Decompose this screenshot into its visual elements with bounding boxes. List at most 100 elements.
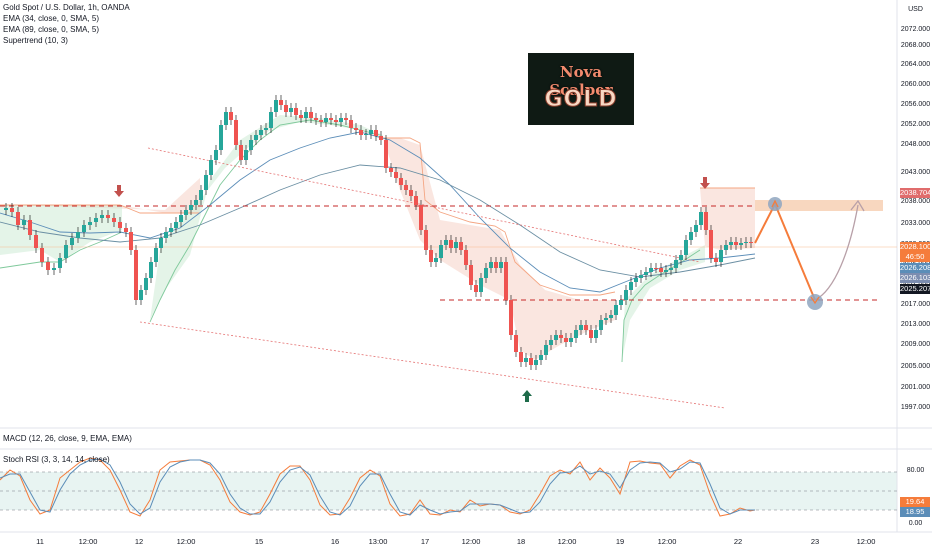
candle bbox=[329, 118, 333, 120]
candle bbox=[304, 112, 308, 118]
candle bbox=[199, 190, 203, 200]
candle bbox=[374, 130, 378, 136]
candle bbox=[118, 222, 122, 228]
time-tick-label: 23 bbox=[810, 537, 820, 546]
buy-arrow-icon bbox=[522, 390, 532, 402]
candle bbox=[559, 335, 563, 338]
candle bbox=[564, 338, 568, 342]
candle bbox=[28, 220, 32, 235]
price-badge-resistance: 2038.704 bbox=[900, 188, 932, 198]
candle bbox=[264, 128, 268, 130]
supertrend-line-down-2 bbox=[383, 137, 616, 296]
macd-title[interactable]: MACD (12, 26, close, 9, EMA, EMA) bbox=[3, 434, 132, 443]
price-tick-label: 2038.000 bbox=[900, 198, 931, 205]
time-tick-label: 15 bbox=[254, 537, 264, 546]
time-tick-label: 12 bbox=[134, 537, 144, 546]
candle bbox=[229, 112, 233, 120]
price-badge-ema34: 2026.208 bbox=[900, 263, 932, 273]
candle bbox=[579, 325, 583, 330]
time-tick-label: 18 bbox=[516, 537, 526, 546]
candle bbox=[189, 205, 193, 210]
stoch-rsi-title[interactable]: Stoch RSI (3, 3, 14, 14, close) bbox=[3, 455, 110, 464]
candle bbox=[389, 168, 393, 172]
price-tick-label: 2060.000 bbox=[900, 81, 931, 88]
candle bbox=[469, 265, 473, 285]
candle bbox=[654, 268, 658, 269]
candle bbox=[4, 208, 8, 210]
candle bbox=[164, 232, 168, 238]
candle bbox=[574, 330, 578, 338]
time-tick-label: 12:00 bbox=[461, 537, 481, 546]
candle bbox=[704, 212, 708, 230]
ema-89-legend[interactable]: EMA (89, close, 0, SMA, 5) bbox=[3, 25, 100, 34]
candle bbox=[504, 262, 508, 300]
symbol-title[interactable]: Gold Spot / U.S. Dollar, 1h, OANDA bbox=[3, 3, 130, 12]
candle bbox=[584, 325, 588, 330]
candle bbox=[354, 128, 358, 130]
candle bbox=[719, 250, 723, 262]
candle bbox=[149, 262, 153, 278]
supertrend-down-fill-3 bbox=[700, 188, 755, 250]
ema-34-legend[interactable]: EMA (34, close, 0, SMA, 5) bbox=[3, 14, 100, 23]
candle bbox=[624, 290, 628, 300]
candlestick-series bbox=[4, 95, 753, 370]
candle bbox=[319, 120, 323, 122]
candle bbox=[459, 242, 463, 250]
candle bbox=[324, 118, 328, 122]
candle bbox=[474, 285, 478, 292]
candle bbox=[709, 230, 713, 258]
lower-trendline bbox=[139, 321, 726, 409]
candle bbox=[424, 230, 428, 250]
supertrend-up-fill-1 bbox=[0, 205, 122, 262]
price-tick-label: 2043.000 bbox=[900, 169, 931, 176]
candle bbox=[519, 352, 523, 362]
candle bbox=[629, 282, 633, 290]
stoch-tick-0: 0.00 bbox=[908, 520, 923, 527]
candle bbox=[534, 360, 538, 365]
candle bbox=[40, 248, 44, 262]
candle bbox=[309, 112, 313, 118]
candle bbox=[209, 160, 213, 175]
time-tick-label: 13:00 bbox=[368, 537, 388, 546]
candle bbox=[514, 335, 518, 352]
price-tick-label: 2064.000 bbox=[900, 61, 931, 68]
price-tick-label: 2005.000 bbox=[900, 363, 931, 370]
candle bbox=[279, 100, 283, 105]
candle bbox=[509, 300, 513, 335]
candle bbox=[334, 120, 338, 122]
time-tick-label: 11 bbox=[36, 537, 44, 546]
candle bbox=[729, 242, 733, 245]
time-tick-label: 17 bbox=[420, 537, 430, 546]
logo-line-1: Nova Scalper bbox=[549, 63, 613, 99]
candle bbox=[64, 245, 68, 258]
candle bbox=[724, 245, 728, 250]
candle bbox=[639, 275, 643, 278]
price-tick-label: 2056.000 bbox=[900, 101, 931, 108]
stoch-band bbox=[0, 472, 897, 510]
time-tick-label: 12:00 bbox=[856, 537, 876, 546]
candle bbox=[734, 242, 738, 245]
candle bbox=[159, 238, 163, 248]
time-tick-label: 22 bbox=[733, 537, 743, 546]
projection-curve bbox=[814, 204, 859, 301]
candle bbox=[379, 136, 383, 140]
candle bbox=[369, 130, 373, 134]
price-tick-label: 2072.000 bbox=[900, 26, 931, 33]
sell-arrow-icon bbox=[114, 185, 124, 197]
candle bbox=[699, 212, 703, 225]
candle bbox=[394, 172, 398, 178]
candle bbox=[664, 270, 668, 272]
price-badge-supertrend: 2025.207 bbox=[900, 284, 932, 294]
supertrend-up-fill-3 bbox=[622, 245, 705, 360]
candle bbox=[52, 268, 56, 270]
candle bbox=[289, 108, 293, 112]
candle bbox=[134, 250, 138, 300]
candle bbox=[634, 278, 638, 282]
candle bbox=[674, 260, 678, 268]
supertrend-line-down-1 bbox=[0, 204, 200, 214]
candle bbox=[589, 330, 593, 338]
supertrend-legend[interactable]: Supertrend (10, 3) bbox=[3, 36, 68, 45]
candle bbox=[364, 134, 368, 135]
